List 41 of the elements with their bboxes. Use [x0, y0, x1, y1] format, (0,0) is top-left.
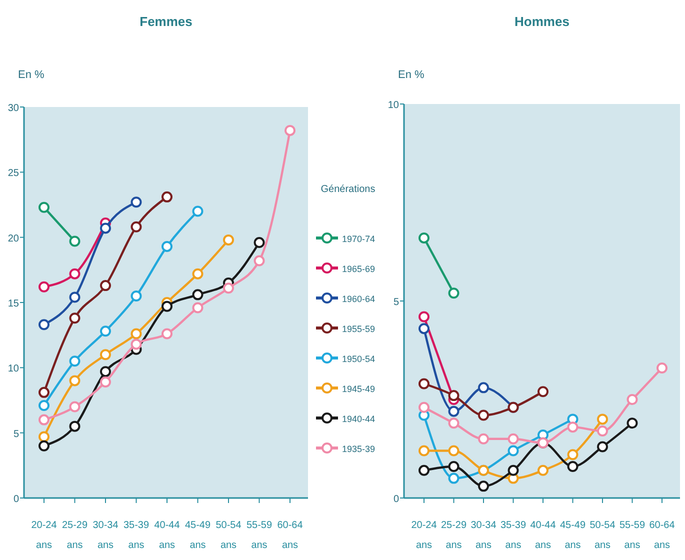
legend-label: 1945-49 [342, 384, 376, 394]
y-tick-label: 0 [393, 494, 400, 505]
y-tick-label: 20 [8, 233, 20, 244]
x-tick-label: 45-49 ans [560, 520, 586, 551]
x-tick-label: 60-64 ans [277, 520, 304, 551]
x-tick-label: 30-34 ans [92, 520, 119, 551]
y-axis-title: En % [18, 69, 45, 81]
x-tick-label: 50-54 ans [216, 520, 242, 551]
legend-label: 1940-44 [342, 414, 376, 424]
x-tick-label: 60-64 ans [649, 520, 676, 551]
x-tick-label: 55-59 ans [246, 520, 272, 551]
x-tick-label: 35-39 ans [123, 520, 150, 551]
legend-label: 1935-39 [342, 444, 376, 454]
x-tick-label: 25-29 ans [62, 520, 88, 551]
x-tick-label: 50-54 ans [590, 520, 616, 551]
x-tick-label: 45-49 ans [184, 520, 211, 551]
x-tick-label: 40-44 ans [530, 520, 556, 551]
x-tick-label: 20-24 ans [31, 520, 58, 551]
x-tick-label: 35-39 ans [500, 520, 526, 551]
y-tick-label: 10 [388, 100, 400, 111]
legend-title: Générations [320, 184, 376, 195]
legend-label: 1970-74 [342, 234, 376, 244]
y-tick-label: 5 [13, 428, 20, 440]
x-tick-label: 40-44 ans [154, 520, 180, 551]
x-tick-label: 25-29 ans [440, 520, 467, 551]
legend-label: 1960-64 [342, 294, 376, 304]
y-tick-label: 25 [8, 168, 20, 180]
chart-title: Hommes [514, 14, 570, 29]
x-tick-label: 55-59 ans [619, 520, 646, 551]
legend-label: 1950-54 [342, 354, 376, 364]
x-tick-label: 30-34 ans [470, 520, 497, 551]
y-tick-label: 15 [8, 298, 20, 310]
chart-title: Femmes [140, 14, 192, 29]
y-tick-label: 10 [8, 364, 20, 375]
y-tick-label: 5 [393, 297, 400, 308]
y-axis-title: En % [398, 69, 425, 81]
y-tick-label: 0 [13, 494, 20, 505]
x-tick-label: 20-24 ans [411, 520, 438, 551]
legend-label: 1955-59 [342, 324, 376, 334]
legend-label: 1965-69 [342, 264, 376, 274]
y-tick-label: 30 [8, 103, 20, 114]
